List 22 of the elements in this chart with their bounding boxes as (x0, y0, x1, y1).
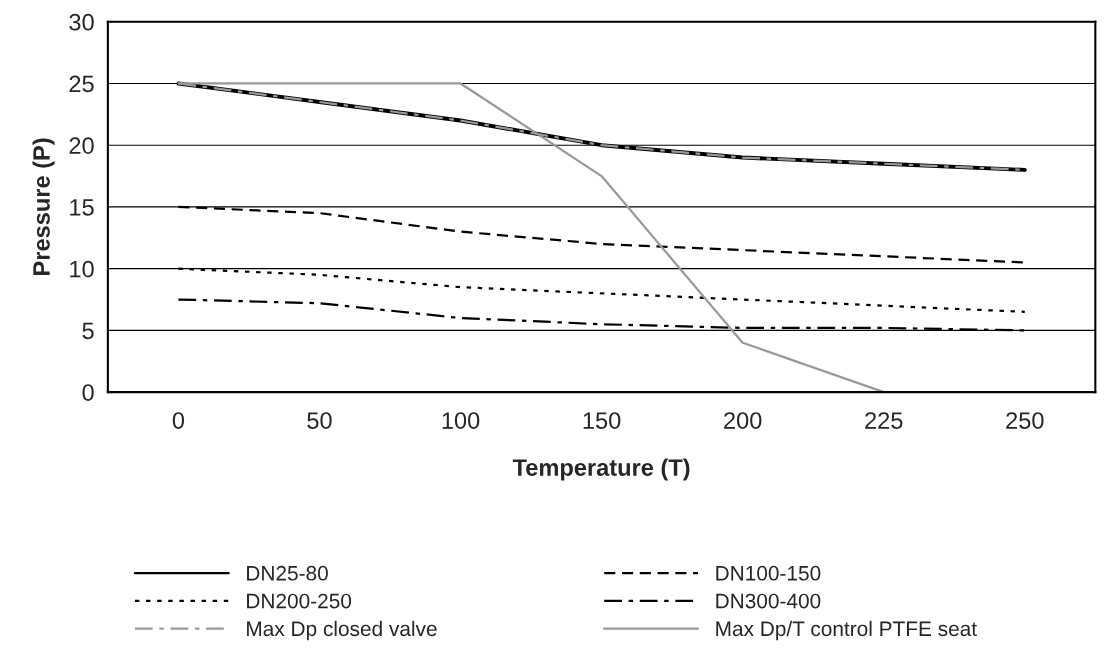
x-tick-label: 200 (724, 412, 762, 429)
y-axis-title: Pressure (P) (32, 138, 55, 275)
x-tick-label: 0 (172, 412, 185, 429)
y-tick-label: 10 (70, 260, 94, 278)
y-tick-label: 5 (82, 322, 94, 340)
x-tick-label: 150 (583, 412, 621, 429)
legend-label: Max Dp/T control PTFE seat (716, 620, 977, 641)
y-tick-label: 15 (70, 199, 94, 216)
y-tick-label: 30 (69, 13, 94, 31)
y-tick-label: 20 (69, 137, 94, 154)
x-axis-title: Temperature (T) (512, 458, 690, 481)
x-tick-label: 50 (307, 412, 332, 429)
legend-label: Max Dp closed valve (247, 620, 437, 641)
legend-label: DN200-250 (247, 593, 352, 609)
y-tick-label: 25 (69, 75, 94, 93)
x-tick-label: 250 (1006, 412, 1044, 429)
legend-label: DN25-80 (247, 565, 328, 581)
x-tick-label: 100 (442, 412, 480, 429)
x-tick-label: 225 (865, 412, 903, 429)
legend-label: DN100-150 (716, 565, 821, 581)
y-tick-label: 0 (82, 384, 94, 401)
legend-label: DN300-400 (716, 593, 821, 609)
